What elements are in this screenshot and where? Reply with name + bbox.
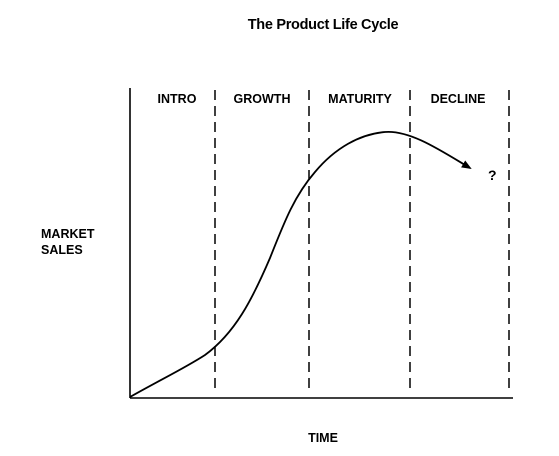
- stage-label-growth: GROWTH: [234, 92, 291, 106]
- stage-label-decline: DECLINE: [431, 92, 486, 106]
- sales-curve: [129, 131, 472, 398]
- y-axis-label-line2: SALES: [41, 243, 83, 257]
- stage-label-maturity: MATURITY: [328, 92, 392, 106]
- stage-label-intro: INTRO: [158, 92, 197, 106]
- y-axis-label-line1: MARKET: [41, 227, 95, 241]
- page-title: The Product Life Cycle: [247, 17, 399, 33]
- end-marker-question: ?: [488, 167, 497, 183]
- x-axis-label: TIME: [308, 431, 338, 445]
